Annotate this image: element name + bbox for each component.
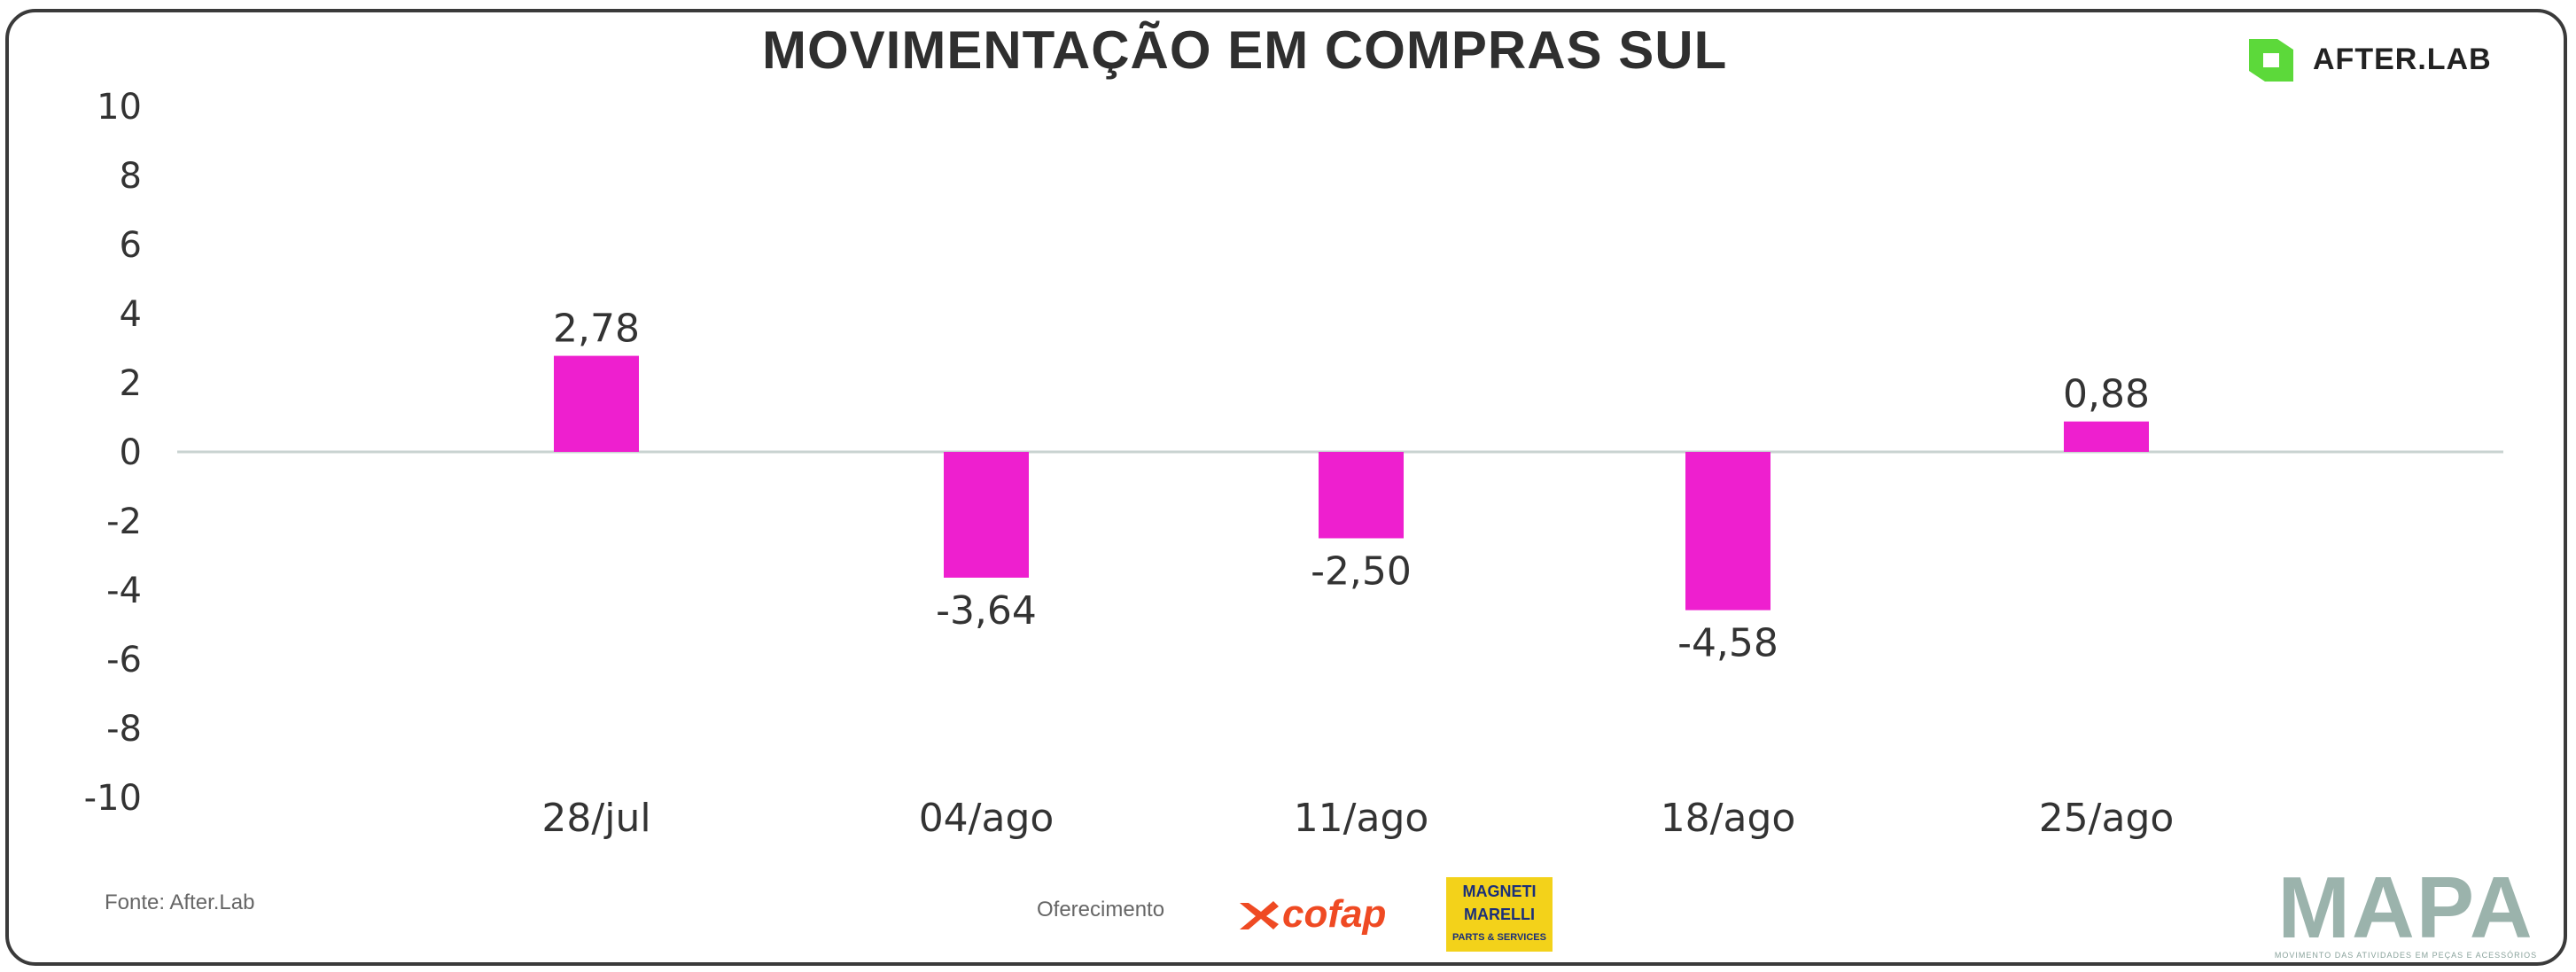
x-tick-label: 25/ago [2039, 796, 2175, 841]
y-tick-label: -8 [106, 709, 142, 750]
y-tick-label: -6 [106, 640, 142, 680]
mapa-logo-word: MAPA [2277, 859, 2534, 956]
x-tick-label: 04/ago [919, 796, 1055, 841]
x-tick-label: 18/ago [1661, 796, 1796, 841]
chart-title: MOVIMENTAÇÃO EM COMPRAS SUL [762, 20, 1728, 80]
bar-25-ago [2064, 421, 2149, 452]
sponsor-label: Oferecimento [1037, 898, 1165, 921]
y-tick-label: -4 [106, 571, 142, 611]
bar-11-ago [1319, 452, 1404, 539]
x-tick-label: 28/jul [541, 796, 650, 841]
bar-28-jul [554, 355, 639, 452]
data-label: -4,58 [1677, 621, 1778, 666]
x-axis: 28/jul 04/ago 11/ago 18/ago 25/ago [541, 796, 2174, 841]
bars [554, 355, 2149, 610]
magneti-marelli-sub: PARTS & SERVICES [1452, 932, 1546, 943]
y-axis: 10 8 6 4 2 0 -2 -4 -6 -8 -10 [84, 87, 142, 819]
magneti-marelli-logo: MAGNETI MARELLI PARTS & SERVICES [1446, 877, 1553, 952]
cofap-logo-text: cofap [1282, 892, 1387, 936]
data-label: -2,50 [1311, 549, 1412, 595]
source-note: Fonte: After.Lab [105, 890, 255, 914]
data-label: -3,64 [936, 588, 1037, 634]
bar-18-ago [1685, 452, 1771, 610]
bar-04-ago [944, 452, 1029, 578]
mapa-logo-tagline: MOVIMENTO DAS ATIVIDADES EM PEÇAS E ACES… [2274, 951, 2538, 960]
y-tick-label: -2 [106, 502, 142, 542]
chart-frame [5, 9, 2567, 966]
cofap-logo-icon [1240, 901, 1279, 929]
magneti-marelli-name-1: MAGNETI [1462, 883, 1537, 900]
mapa-logo: MAPA MOVIMENTO DAS ATIVIDADES EM PEÇAS E… [2273, 864, 2539, 961]
afterlab-logo-icon [2249, 39, 2293, 82]
y-tick-label: 8 [120, 156, 142, 197]
y-tick-label: 10 [97, 87, 142, 128]
y-tick-label: 0 [120, 432, 142, 473]
data-label: 0,88 [2063, 372, 2150, 417]
data-labels: 2,78 -3,64 -2,50 -4,58 0,88 [553, 307, 2150, 666]
afterlab-logo-text: AFTER.LAB [2313, 43, 2492, 76]
y-tick-label: -10 [84, 778, 142, 819]
cofap-logo: cofap [1236, 889, 1413, 942]
magneti-marelli-name-2: MARELLI [1464, 906, 1535, 923]
x-tick-label: 11/ago [1294, 796, 1429, 841]
y-tick-label: 6 [120, 225, 142, 266]
data-label: 2,78 [553, 307, 640, 352]
y-tick-label: 2 [120, 363, 142, 404]
y-tick-label: 4 [120, 294, 142, 335]
afterlab-logo: AFTER.LAB [2242, 35, 2508, 89]
